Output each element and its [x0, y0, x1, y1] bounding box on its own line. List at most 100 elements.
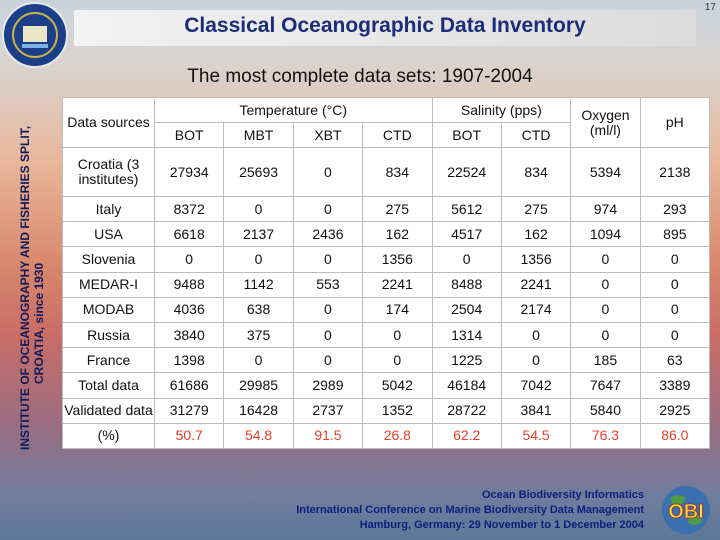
header-temperature: Temperature (°C) — [154, 96, 433, 124]
table-cell: 0 — [223, 196, 294, 223]
side-text-line2: CROATIA, since 1930 — [32, 262, 46, 384]
table-cell: 2504 — [431, 296, 502, 323]
table-row: USA 6618 2137 2436 162 4517 162 1094 895 — [62, 221, 711, 248]
logo-ring — [12, 12, 58, 58]
conference-footer: Ocean Biodiversity Informatics Internati… — [296, 488, 644, 533]
header-temp-xbt: XBT — [292, 122, 364, 149]
title-bar — [74, 10, 696, 46]
table-cell: 0 — [292, 347, 364, 374]
table-cell: 22524 — [431, 147, 502, 198]
table-cell: 1352 — [362, 397, 433, 424]
table-cell: 5840 — [570, 397, 641, 424]
table-cell: 54.8 — [223, 422, 294, 450]
header-data-sources: Data sources — [62, 96, 155, 149]
table-cell: 7647 — [570, 372, 641, 399]
table-cell: 61686 — [153, 372, 225, 399]
table-cell: 293 — [639, 196, 711, 223]
table-cell: 0 — [570, 296, 641, 323]
table-row: MODAB 4036 638 0 174 2504 2174 0 0 — [62, 296, 711, 323]
table-row: Slovenia 0 0 0 1356 0 1356 0 0 — [62, 246, 711, 273]
table-cell: 162 — [500, 221, 572, 248]
table-cell: 174 — [362, 296, 433, 323]
table-cell: 0 — [431, 246, 502, 273]
table-cell: 2436 — [292, 221, 364, 248]
table-cell: 0 — [223, 246, 294, 273]
table-cell: 2241 — [362, 271, 433, 298]
table-cell: 1314 — [431, 321, 502, 349]
row-label: MODAB — [62, 296, 155, 323]
table-row: Russia 3840 375 0 0 1314 0 0 0 — [62, 321, 711, 349]
table-cell: 6618 — [153, 221, 225, 248]
institute-logo-icon — [2, 2, 68, 68]
footer-line1: Ocean Biodiversity Informatics — [482, 489, 644, 501]
table-cell: 275 — [500, 196, 572, 223]
table-cell: 1356 — [500, 246, 572, 273]
table-cell: 46184 — [431, 372, 502, 399]
table-header-row: Data sources Temperature (°C) Salinity (… — [62, 96, 711, 149]
row-label: France — [62, 347, 155, 374]
percent-row: (%) 50.7 54.8 91.5 26.8 62.2 54.5 76.3 86.0 — [62, 422, 711, 450]
table-cell: 29985 — [223, 372, 294, 399]
header-temp-mbt: MBT — [223, 122, 294, 149]
logo-waves — [22, 44, 48, 48]
table-cell: 0 — [500, 321, 572, 349]
row-label: Slovenia — [62, 246, 155, 273]
table-cell: 1356 — [362, 246, 433, 273]
table-cell: 62.2 — [431, 422, 502, 450]
table-cell: 63 — [639, 347, 711, 374]
table-row: Croatia (3 institutes) 27934 25693 0 834 2252… — [62, 147, 711, 198]
footer-line2: International Conference on Marine Biodi… — [296, 504, 644, 516]
table-cell: 5612 — [431, 196, 502, 223]
table-row: France 1398 0 0 0 1225 0 185 63 — [62, 347, 711, 374]
table-cell: 2174 — [500, 296, 572, 323]
data-inventory-table: Data sources Temperature (°C) Salinity (… — [62, 96, 711, 450]
table-cell: 2137 — [223, 221, 294, 248]
table-cell: 834 — [362, 147, 433, 198]
table-cell: 5394 — [570, 147, 641, 198]
subtitle: The most complete data sets: 1907-2004 — [187, 66, 533, 87]
table-cell: 54.5 — [500, 422, 572, 450]
table-cell: 91.5 — [292, 422, 364, 450]
table-cell: 638 — [223, 296, 294, 323]
table-cell: 0 — [639, 296, 711, 323]
table-cell: 0 — [292, 196, 364, 223]
table-cell: 0 — [292, 296, 364, 323]
table-cell: 7042 — [500, 372, 572, 399]
table-cell: 0 — [639, 246, 711, 273]
table-cell: 8372 — [153, 196, 225, 223]
table-cell: 76.3 — [570, 422, 641, 450]
page-title: Classical Oceanographic Data Inventory — [184, 14, 586, 37]
table-cell: 185 — [570, 347, 641, 374]
header-sal-bot: BOT — [431, 122, 502, 149]
table-cell: 3840 — [153, 321, 225, 349]
table-cell: 16428 — [223, 397, 294, 424]
table-cell: 1225 — [431, 347, 502, 374]
obi-logo-text: OBI — [668, 501, 704, 523]
row-label: Croatia (3 institutes) — [62, 147, 155, 198]
table-cell: 2989 — [292, 372, 364, 399]
table-subheader-row: BOT MBT XBT CTD BOT CTD — [63, 122, 710, 149]
obi-logo-icon: OBI — [662, 486, 710, 534]
row-label: Validated data — [62, 397, 155, 424]
table-cell: 3841 — [500, 397, 572, 424]
row-label: USA — [62, 221, 155, 248]
footer-line3: Hamburg, Germany: 29 November to 1 Decem… — [359, 519, 644, 531]
table-cell: 1398 — [153, 347, 225, 374]
header-oxygen: Oxygen (ml/l) — [570, 96, 641, 149]
table-cell: 27934 — [153, 147, 225, 198]
side-text-line1: INSTITUTE OF OCEANOGRAPHY AND FISHERIES … — [18, 125, 32, 450]
table-cell: 375 — [223, 321, 294, 349]
table-cell: 50.7 — [153, 422, 225, 450]
table-cell: 2737 — [292, 397, 364, 424]
row-label: Total data — [62, 372, 155, 399]
table-cell: 2138 — [639, 147, 711, 198]
table-cell: 0 — [362, 347, 433, 374]
header-salinity: Salinity (pps) — [431, 96, 572, 124]
logo-building — [23, 26, 47, 42]
table-cell: 86.0 — [639, 422, 711, 450]
table-cell: 4517 — [431, 221, 502, 248]
row-label: (%) — [62, 422, 155, 450]
validated-row: Validated data 31279 16428 2737 1352 28722 384… — [62, 397, 711, 424]
table-cell: 974 — [570, 196, 641, 223]
total-row: Total data 61686 29985 2989 5042 46184 7042 764… — [62, 372, 711, 399]
